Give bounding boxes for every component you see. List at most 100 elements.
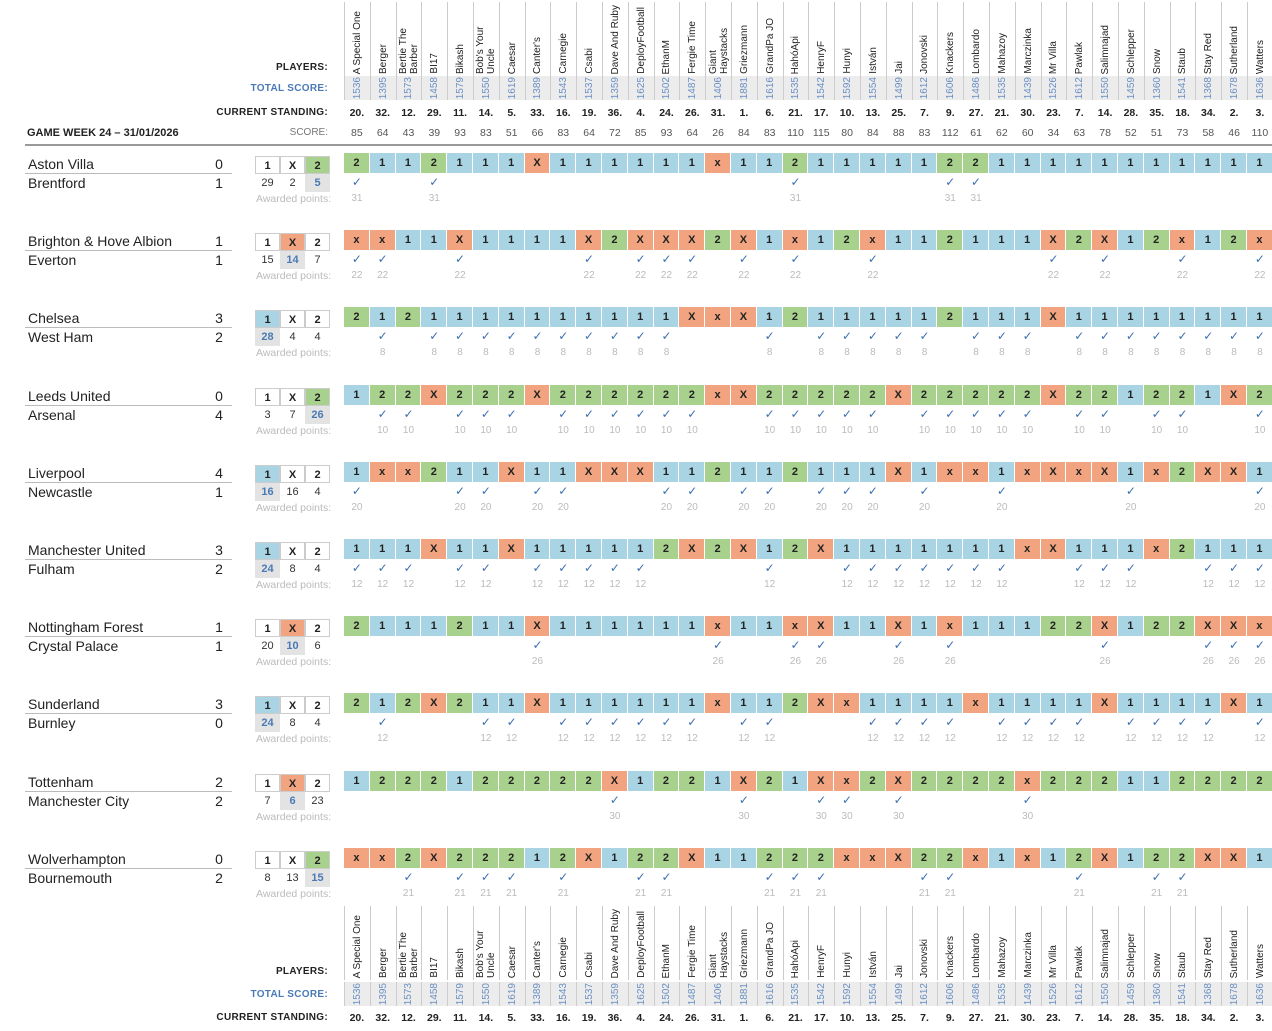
player-column-header[interactable]: HahóApi <box>782 2 809 76</box>
player-column-header[interactable]: Knackers <box>937 906 963 980</box>
awarded-points: 12 <box>893 733 905 744</box>
player-column-header[interactable]: HenryF <box>808 906 834 980</box>
awarded-points: 12 <box>893 579 905 590</box>
player-column-header[interactable]: A Special One <box>344 2 370 76</box>
player-total-score: 1395 <box>369 982 396 1006</box>
player-column-header[interactable]: Sutherland <box>1221 906 1247 980</box>
player-column-header[interactable]: Staub <box>1169 906 1196 980</box>
player-column-header[interactable]: Berger <box>369 906 396 980</box>
player-column-header[interactable]: István <box>860 906 886 980</box>
player-pick: 1 <box>473 616 499 636</box>
player-column-header[interactable]: Dave And Ruby <box>602 2 628 76</box>
player-column-header[interactable]: Jonovski <box>911 906 938 980</box>
player-column-header[interactable]: Berger <box>369 2 396 76</box>
player-column-header[interactable]: Fergie Time <box>679 906 705 980</box>
player-column-header[interactable]: Csabi <box>576 906 602 980</box>
player-column-header[interactable]: István <box>860 2 886 76</box>
player-gameweek-score: 83 <box>480 127 492 139</box>
player-column-header[interactable]: Bob's Your Uncle <box>473 906 499 980</box>
player-column-header[interactable]: Caesar <box>498 2 525 76</box>
player-pick: 1 <box>602 153 628 173</box>
player-column-header[interactable]: Mahazoy <box>989 2 1015 76</box>
player-total-score: 1406 <box>705 76 731 100</box>
player-name: Salimnajad <box>1100 928 1112 978</box>
player-column-header[interactable]: Marczinka <box>1014 2 1041 76</box>
check-icon: ✓ <box>1100 252 1111 266</box>
player-column-header[interactable]: Jai <box>885 906 912 980</box>
player-column-header[interactable]: BI17 <box>421 2 447 76</box>
player-pick: 2 <box>627 385 654 405</box>
player-column-header[interactable]: HenryF <box>808 2 834 76</box>
player-column-header[interactable]: Griezmann <box>731 2 757 76</box>
player-pick: 1 <box>911 616 938 636</box>
player-column-header[interactable]: Salimnajad <box>1092 2 1118 76</box>
player-pick: 2 <box>1169 539 1196 559</box>
player-column-header[interactable]: Pawlak <box>1066 906 1092 980</box>
player-column-header[interactable]: DeployFootball <box>627 2 654 76</box>
player-gameweek-score: 34 <box>1047 127 1060 139</box>
player-total-score: 1487 <box>679 982 706 1006</box>
check-icon: ✓ <box>584 407 595 421</box>
player-column-header[interactable]: Mr Villa <box>1040 2 1067 76</box>
player-gameweek-score: 110 <box>1251 127 1269 139</box>
player-column-header[interactable]: Schlepper <box>1118 2 1144 76</box>
player-column-header[interactable]: EthanM <box>653 2 680 76</box>
player-column-header[interactable]: Bikash <box>447 906 473 980</box>
awarded-points: 12 <box>970 579 982 590</box>
player-column-header[interactable]: Caesar <box>498 906 525 980</box>
player-column-header[interactable]: Watters <box>1247 906 1272 980</box>
player-column-header[interactable]: Bob's Your Uncle <box>473 2 499 76</box>
player-column-header[interactable]: Griezmann <box>731 906 757 980</box>
player-column-header[interactable]: Bertie The Barber <box>395 906 422 980</box>
player-column-header[interactable]: Snow <box>1143 906 1170 980</box>
player-total-score: 1535 <box>782 76 809 100</box>
player-column-header[interactable]: Csabi <box>576 2 602 76</box>
player-column-header[interactable]: Canter's <box>524 2 551 76</box>
player-name: Bertie The Barber <box>397 28 420 74</box>
player-pick: 2 <box>447 385 473 405</box>
player-column-header[interactable]: Giant Haystacks <box>705 2 731 76</box>
player-column-header[interactable]: Carnegie <box>550 906 576 980</box>
player-column-header[interactable]: Salimnajad <box>1092 906 1118 980</box>
player-column-header[interactable]: Schlepper <box>1118 906 1144 980</box>
player-column-header[interactable]: DeployFootball <box>627 906 654 980</box>
player-column-header[interactable]: Sutherland <box>1221 2 1247 76</box>
player-column-header[interactable]: Marczinka <box>1014 906 1041 980</box>
player-column-header[interactable]: Staub <box>1169 2 1196 76</box>
player-column-header[interactable]: Fergie Time <box>679 2 705 76</box>
player-column-header[interactable]: Giant Haystacks <box>705 906 731 980</box>
player-column-header[interactable]: Carnegie <box>550 2 576 76</box>
player-column-header[interactable]: Bikash <box>447 2 473 76</box>
player-column-header[interactable]: Stay Red <box>1195 906 1221 980</box>
player-column-header[interactable]: EthanM <box>653 906 680 980</box>
player-total-score: 1612 <box>911 76 938 100</box>
awarded-points: 12 <box>377 579 389 590</box>
player-column-header[interactable]: Jonovski <box>911 2 938 76</box>
player-column-header[interactable]: Canter's <box>524 906 551 980</box>
player-column-header[interactable]: HahóApi <box>782 906 809 980</box>
player-column-header[interactable]: Hunyi <box>834 906 860 980</box>
player-column-header[interactable]: Lombardo <box>963 2 989 76</box>
player-gameweek-score: 93 <box>660 127 673 139</box>
player-column-header[interactable]: Stay Red <box>1195 2 1221 76</box>
player-column-header[interactable]: GrandPa JO <box>756 906 783 980</box>
player-column-header[interactable]: Watters <box>1247 2 1272 76</box>
player-column-header[interactable]: GrandPa JO <box>756 2 783 76</box>
awarded-points: 21 <box>635 888 647 899</box>
player-column-header[interactable]: Lombardo <box>963 906 989 980</box>
player-column-header[interactable]: Bertie The Barber <box>395 2 422 76</box>
player-pick: 1 <box>447 771 473 791</box>
player-column-header[interactable]: Dave And Ruby <box>602 906 628 980</box>
player-column-header[interactable]: Jai <box>885 2 912 76</box>
player-column-header[interactable]: Pawlak <box>1066 2 1092 76</box>
player-column-header[interactable]: Hunyi <box>834 2 860 76</box>
player-column-header[interactable]: A Special One <box>344 906 370 980</box>
player-column-header[interactable]: Mahazoy <box>989 906 1015 980</box>
player-column-header[interactable]: Snow <box>1143 2 1170 76</box>
player-column-header[interactable]: BI17 <box>421 906 447 980</box>
player-total-score: 1389 <box>524 982 551 1006</box>
player-column-header[interactable]: Mr Villa <box>1040 906 1067 980</box>
player-column-header[interactable]: Knackers <box>937 2 963 76</box>
player-total-score: 1439 <box>1014 982 1041 1006</box>
player-pick: 1 <box>963 616 989 636</box>
